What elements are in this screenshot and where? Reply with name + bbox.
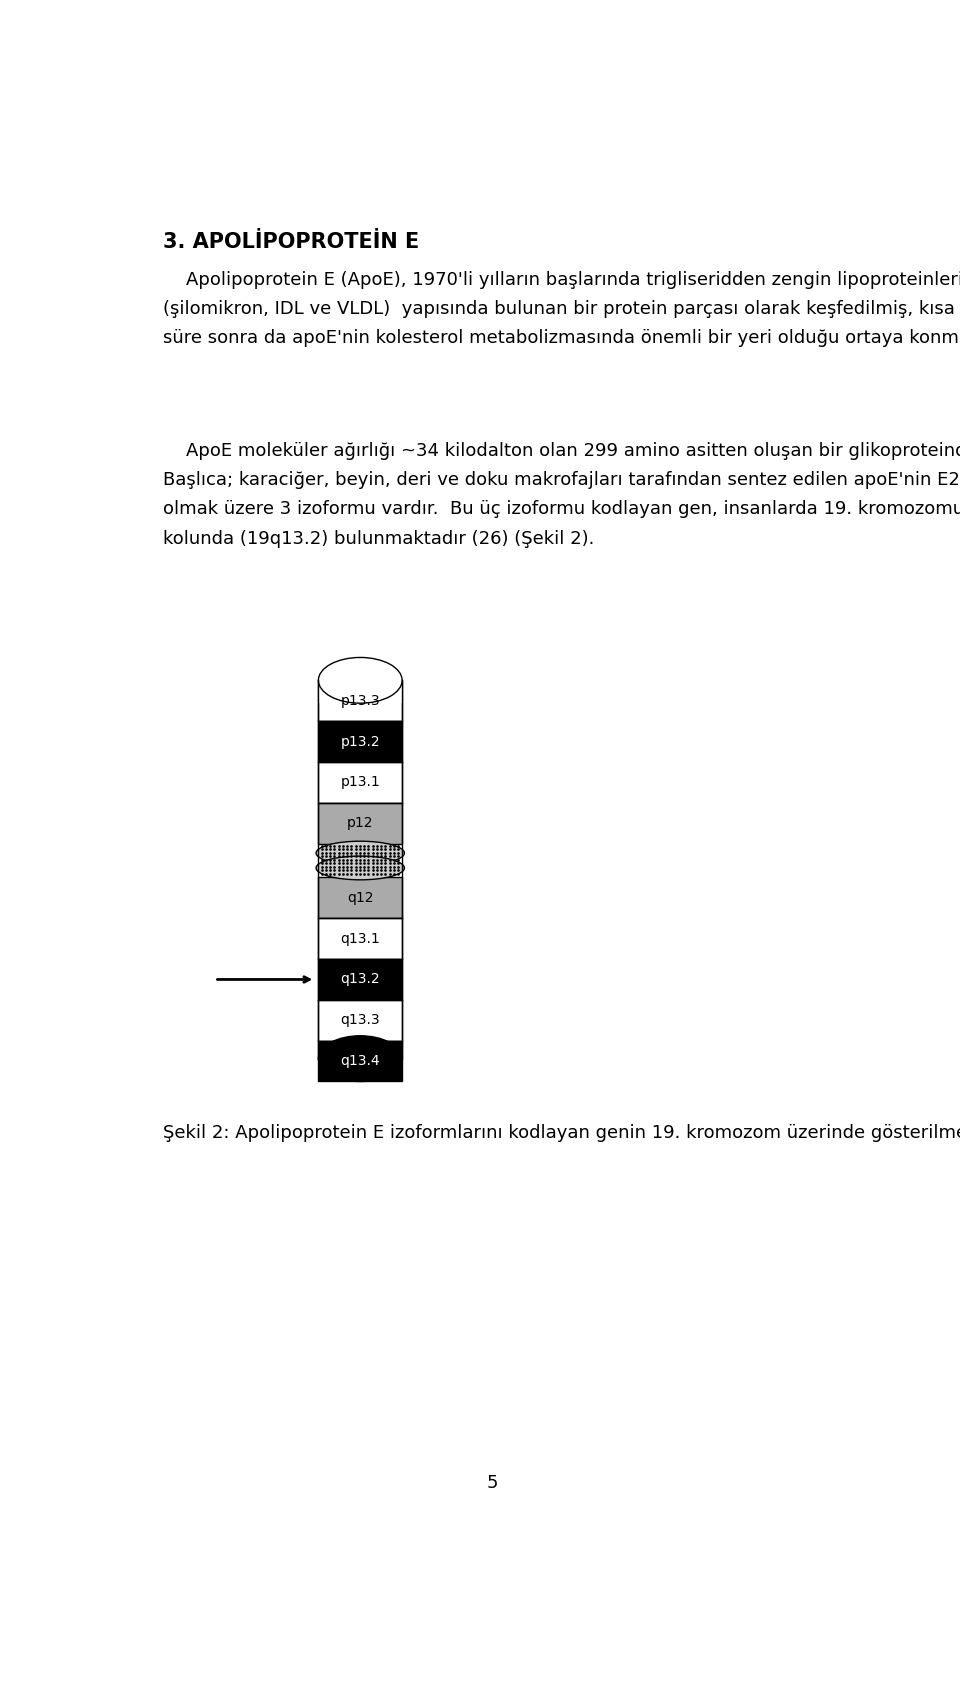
Text: q13.4: q13.4 xyxy=(341,1055,380,1068)
Ellipse shape xyxy=(319,1036,402,1082)
Text: ApoE moleküler ağırlığı ~34 kilodalton olan 299 amino asitten oluşan bir glikopr: ApoE moleküler ağırlığı ~34 kilodalton o… xyxy=(162,442,960,460)
Bar xyxy=(319,802,402,843)
Text: p13.1: p13.1 xyxy=(341,775,380,789)
Text: 3. APOLİPOPROTEİN E: 3. APOLİPOPROTEİN E xyxy=(162,232,419,252)
Text: süre sonra da apoE'nin kolesterol metabolizmasında önemli bir yeri olduğu ortaya: süre sonra da apoE'nin kolesterol metabo… xyxy=(162,330,960,347)
Bar xyxy=(319,877,402,918)
Text: q13.3: q13.3 xyxy=(341,1014,380,1028)
Bar xyxy=(319,681,402,703)
Text: 5: 5 xyxy=(487,1473,497,1492)
Text: kolunda (19q13.2) bulunmaktadır (26) (Şekil 2).: kolunda (19q13.2) bulunmaktadır (26) (Şe… xyxy=(162,530,594,547)
Bar xyxy=(319,918,402,958)
Text: q13.2: q13.2 xyxy=(341,972,380,987)
Text: Şekil 2: Apolipoprotein E izoformlarını kodlayan genin 19. kromozom üzerinde gös: Şekil 2: Apolipoprotein E izoformlarını … xyxy=(162,1124,960,1141)
Text: q13.1: q13.1 xyxy=(341,931,380,946)
Text: p13.2: p13.2 xyxy=(341,735,380,748)
Text: olmak üzere 3 izoformu vardır.  Bu üç izoformu kodlayan gen, insanlarda 19. krom: olmak üzere 3 izoformu vardır. Bu üç izo… xyxy=(162,501,960,518)
Bar xyxy=(319,681,402,721)
Ellipse shape xyxy=(316,857,404,880)
Text: Apolipoprotein E (ApoE), 1970'li yılların başlarında trigliseridden zengin lipop: Apolipoprotein E (ApoE), 1970'li yılları… xyxy=(162,271,960,290)
Bar xyxy=(319,1001,402,1041)
Ellipse shape xyxy=(316,841,404,865)
Bar xyxy=(319,958,402,1001)
Text: p12: p12 xyxy=(347,816,373,830)
Text: q12: q12 xyxy=(347,891,373,904)
Text: p13.3: p13.3 xyxy=(341,694,380,708)
Text: Başlıca; karaciğer, beyin, deri ve doku makrofajları tarafından sentez edilen ap: Başlıca; karaciğer, beyin, deri ve doku … xyxy=(162,471,960,489)
Bar xyxy=(319,1041,402,1082)
Bar xyxy=(319,762,402,802)
Bar xyxy=(319,721,402,762)
Text: (şilomikron, IDL ve VLDL)  yapısında bulunan bir protein parçası olarak keşfedil: (şilomikron, IDL ve VLDL) yapısında bulu… xyxy=(162,300,960,318)
Ellipse shape xyxy=(319,657,402,703)
Bar xyxy=(319,1058,402,1082)
